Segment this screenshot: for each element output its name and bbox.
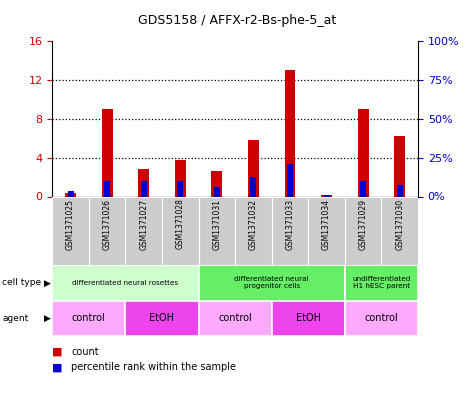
Text: GSM1371028: GSM1371028 xyxy=(176,198,185,250)
Bar xyxy=(345,301,418,336)
Bar xyxy=(287,163,293,196)
Text: control: control xyxy=(218,313,252,323)
Bar xyxy=(67,191,74,196)
Bar xyxy=(360,181,366,196)
Bar xyxy=(345,265,418,301)
Bar xyxy=(125,196,162,265)
Text: EtOH: EtOH xyxy=(150,313,174,323)
Bar xyxy=(358,109,369,196)
Text: differentiated neural
progenitor cells: differentiated neural progenitor cells xyxy=(235,276,309,290)
Bar xyxy=(52,196,89,265)
Bar xyxy=(211,171,222,196)
Bar xyxy=(175,160,186,196)
Bar xyxy=(381,196,418,265)
Text: GSM1371025: GSM1371025 xyxy=(66,198,75,250)
Text: count: count xyxy=(71,347,99,357)
Text: GSM1371026: GSM1371026 xyxy=(103,198,112,250)
Text: GSM1371027: GSM1371027 xyxy=(139,198,148,250)
Text: GSM1371033: GSM1371033 xyxy=(285,198,294,250)
Bar xyxy=(138,169,149,196)
Text: GSM1371029: GSM1371029 xyxy=(359,198,368,250)
Text: ■: ■ xyxy=(52,347,63,357)
Bar xyxy=(141,181,147,196)
Bar xyxy=(235,196,272,265)
Bar xyxy=(321,195,332,196)
Text: GDS5158 / AFFX-r2-Bs-phe-5_at: GDS5158 / AFFX-r2-Bs-phe-5_at xyxy=(138,14,337,27)
Text: GSM1371030: GSM1371030 xyxy=(395,198,404,250)
Text: control: control xyxy=(364,313,399,323)
Bar xyxy=(52,265,199,301)
Bar xyxy=(104,181,110,196)
Text: EtOH: EtOH xyxy=(296,313,321,323)
Text: GSM1371031: GSM1371031 xyxy=(212,198,221,250)
Bar xyxy=(125,301,199,336)
Bar xyxy=(397,185,403,196)
Text: GSM1371032: GSM1371032 xyxy=(249,198,258,250)
Text: GSM1371034: GSM1371034 xyxy=(322,198,331,250)
Text: differentiated neural rosettes: differentiated neural rosettes xyxy=(72,280,179,286)
Bar xyxy=(394,136,405,196)
Bar xyxy=(285,70,295,196)
Text: agent: agent xyxy=(2,314,28,323)
Bar xyxy=(52,301,125,336)
Bar xyxy=(323,195,330,196)
Bar xyxy=(199,265,345,301)
Text: ▶: ▶ xyxy=(44,279,51,287)
Bar xyxy=(65,193,76,196)
Bar xyxy=(248,140,259,196)
Bar xyxy=(214,187,220,196)
Bar xyxy=(272,301,345,336)
Text: ■: ■ xyxy=(52,362,63,373)
Text: ▶: ▶ xyxy=(44,314,51,323)
Bar xyxy=(345,196,381,265)
Bar xyxy=(102,109,113,196)
Bar xyxy=(199,301,272,336)
Bar xyxy=(272,196,308,265)
Text: undifferentiated
H1 hESC parent: undifferentiated H1 hESC parent xyxy=(352,276,410,290)
Text: cell type: cell type xyxy=(2,279,41,287)
Bar xyxy=(89,196,125,265)
Text: percentile rank within the sample: percentile rank within the sample xyxy=(71,362,236,373)
Bar xyxy=(177,181,183,196)
Bar xyxy=(250,177,256,196)
Bar xyxy=(199,196,235,265)
Bar xyxy=(162,196,199,265)
Text: control: control xyxy=(72,313,106,323)
Bar xyxy=(308,196,345,265)
